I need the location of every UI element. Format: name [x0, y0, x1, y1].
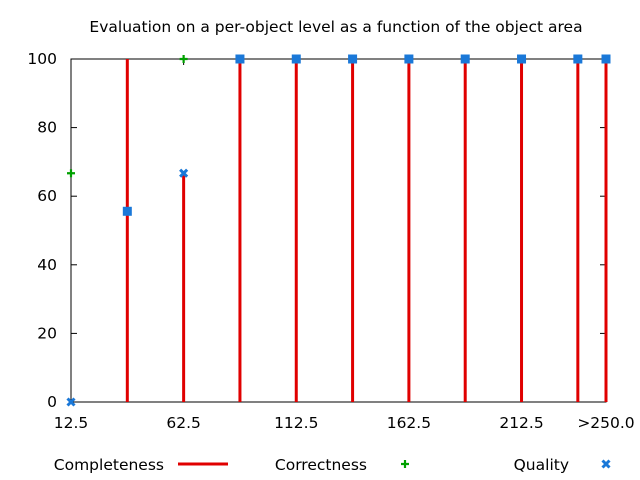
quality-point: [601, 54, 611, 64]
x-axis-ticks: 12.5 62.5 112.5 162.5 212.5 >250.0: [54, 59, 635, 432]
chart-title: Evaluation on a per-object level as a fu…: [89, 18, 582, 36]
legend-label: Quality: [514, 456, 569, 474]
correctness-series: [67, 55, 610, 216]
quality-point: [122, 206, 132, 216]
quality-point: [573, 54, 583, 64]
y-tick-label: 100: [27, 50, 57, 68]
quality-point: [179, 168, 189, 178]
quality-point: [517, 54, 527, 64]
y-axis-ticks: 0 20 40 60 80 100: [27, 50, 606, 411]
correctness-point: [179, 55, 188, 63]
x-tick-label: 62.5: [166, 414, 201, 432]
quality-series: [66, 54, 611, 407]
y-tick-label: 0: [47, 393, 57, 411]
x-tick-label: 12.5: [54, 414, 89, 432]
legend-label: Completeness: [54, 456, 164, 474]
quality-point: [404, 54, 414, 64]
legend-sample-correctness: [401, 460, 409, 468]
quality-point: [235, 54, 245, 64]
y-tick-label: 80: [37, 119, 57, 137]
y-tick-label: 40: [37, 256, 57, 274]
quality-point: [291, 54, 301, 64]
y-tick-label: 60: [37, 187, 57, 205]
plot-frame: [70, 58, 607, 403]
x-tick-label: 112.5: [274, 414, 318, 432]
completeness-series: [125, 59, 608, 402]
legend-sample-quality: [601, 459, 611, 469]
legend-label: Correctness: [275, 456, 367, 474]
x-tick-label: 212.5: [499, 414, 543, 432]
x-tick-label: 162.5: [387, 414, 431, 432]
legend: Completeness Correctness Quality: [54, 456, 611, 474]
quality-point: [460, 54, 470, 64]
correctness-point: [67, 169, 75, 178]
quality-point: [348, 54, 358, 64]
quality-point: [66, 397, 76, 407]
x-tick-label: >250.0: [577, 414, 634, 432]
y-tick-label: 20: [37, 324, 57, 342]
